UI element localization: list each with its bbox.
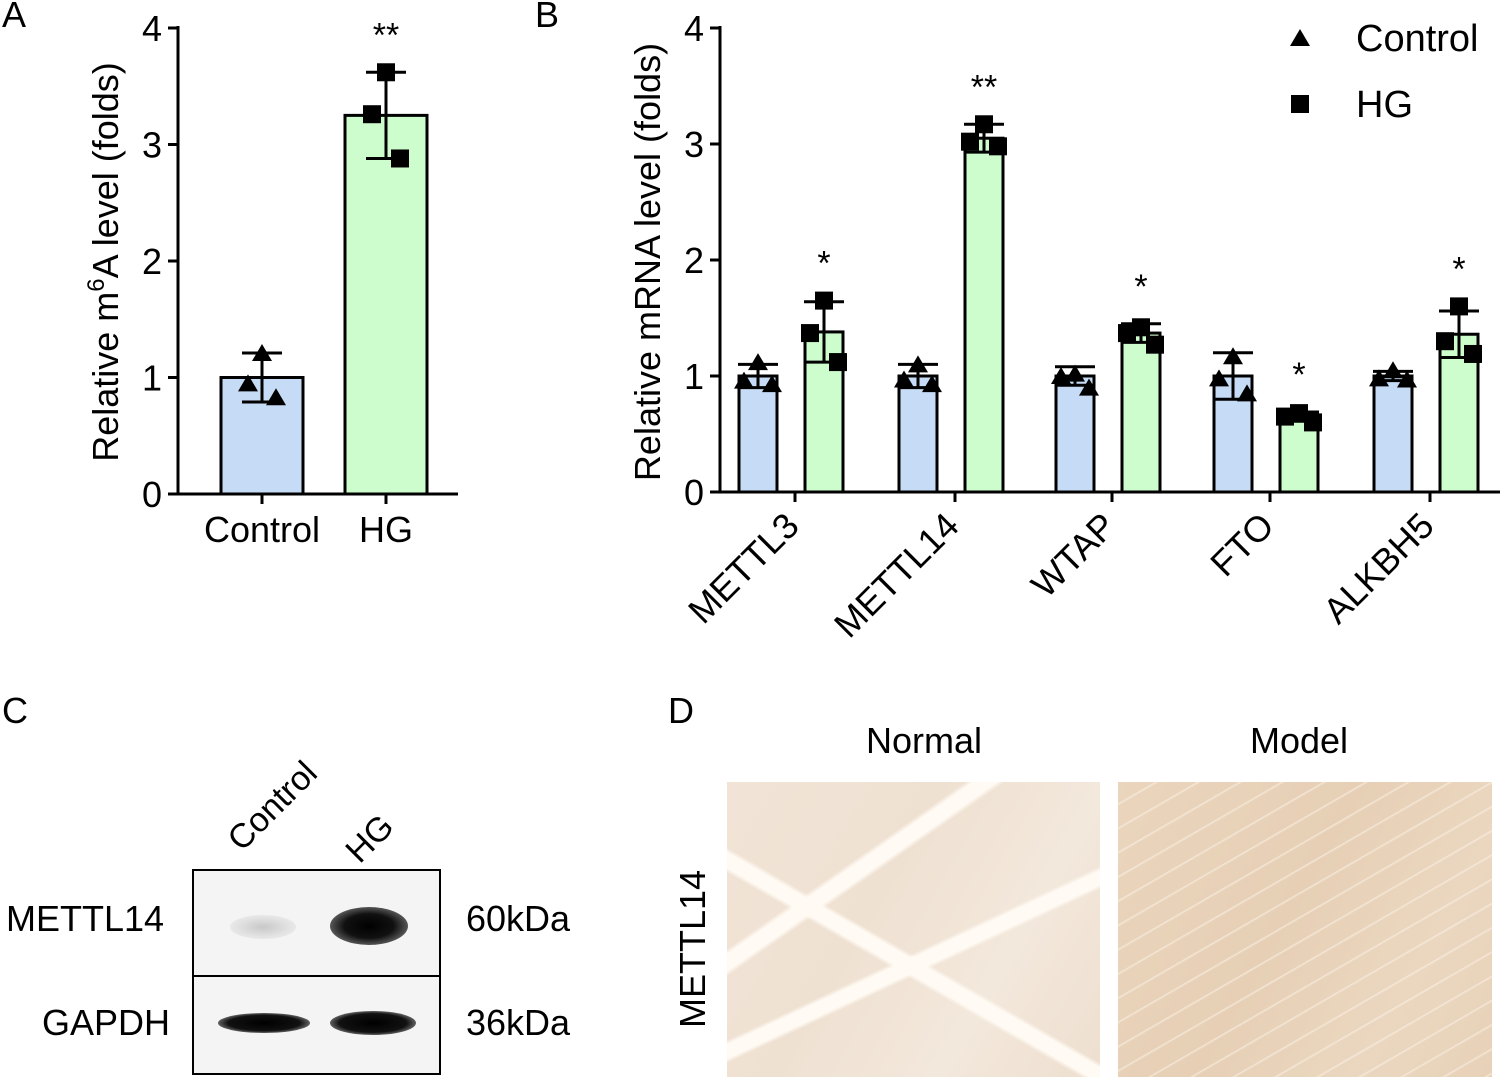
ihc-row-label-mettl14: METTL14 <box>672 869 713 1028</box>
chart-b-data-point <box>1450 297 1468 316</box>
chart-b-data-point <box>829 353 847 372</box>
chart-b-data-point <box>1383 361 1403 379</box>
chart-b: Relative mRNA level (folds) 0 1 2 3 4 * METTL3… <box>627 8 1500 646</box>
blot-membrane-gapdh <box>192 975 441 1075</box>
blot-protein-label-mettl14: METTL14 <box>6 898 165 939</box>
chart-a-data-point <box>238 374 258 392</box>
chart-b-x-tick-label: ALKBH5 <box>1315 505 1442 632</box>
panel-a-letter: A <box>2 0 27 35</box>
chart-b-y-tick-label: 0 <box>684 472 704 513</box>
chart-a-y-tick-label: 1 <box>142 358 162 399</box>
chart-b-data-point <box>748 353 768 371</box>
blot-lane-label-control: Control <box>220 753 325 859</box>
chart-b-data-point <box>801 324 819 343</box>
chart-b-x-tick-label: METTL3 <box>680 505 807 632</box>
chart-b-data-point <box>734 371 754 389</box>
chart-b-bar <box>1372 374 1414 494</box>
chart-b-data-point <box>1209 369 1229 387</box>
chart-b-data-point <box>1290 404 1308 423</box>
ylabel-prefix: Relative m <box>85 292 126 462</box>
ylabel-suffix: A level (folds) <box>85 62 126 278</box>
chart-a-y-tick-label: 0 <box>142 474 162 515</box>
blot-membrane-mettl14 <box>192 869 441 985</box>
panel-c-letter: C <box>2 690 28 731</box>
panel-d-letter: D <box>668 690 694 731</box>
chart-b-data-point <box>1436 332 1454 351</box>
chart-b-significance-label: * <box>1134 268 1147 306</box>
chart-b-data-point <box>1369 369 1389 387</box>
chart-a-x-tick-label: Control <box>204 509 320 550</box>
chart-b-data-point <box>815 291 833 310</box>
band-gapdh-hg <box>330 1011 416 1035</box>
chart-b-bar <box>897 374 939 494</box>
chart-b-significance-label: * <box>1452 250 1465 288</box>
chart-b-data-point <box>1146 335 1164 354</box>
band-mettl14-control <box>230 915 296 939</box>
chart-b-x-tick-label: WTAP <box>1023 505 1124 606</box>
ihc-image-model <box>1118 782 1492 1077</box>
ylabel-superscript: 6 <box>83 278 110 291</box>
ihc-image-normal <box>727 782 1100 1077</box>
chart-b-data-point <box>975 115 993 134</box>
chart-b-x-tick-label: METTL14 <box>826 505 967 646</box>
chart-b-significance-label: * <box>1292 356 1305 394</box>
chart-b-data-point <box>1304 413 1322 432</box>
chart-b-data-point <box>922 375 942 393</box>
chart-a-data-point <box>363 105 381 124</box>
band-mettl14-hg <box>330 907 408 945</box>
chart-b-data-point <box>1237 384 1257 402</box>
chart-b-y-tick-label: 1 <box>684 356 704 397</box>
chart-a: Relative m6A level (folds) 0 1 2 3 4 Control *… <box>83 8 458 550</box>
chart-b-data-point <box>1065 364 1085 382</box>
chart-b-y-axis-label: Relative mRNA level (folds) <box>627 43 668 481</box>
chart-a-data-point <box>377 63 395 82</box>
chart-b-data-point <box>1051 367 1071 384</box>
legend-marker-hg <box>1291 95 1309 113</box>
chart-b-significance-label: ** <box>971 68 997 106</box>
chart-b-data-point <box>1223 347 1243 365</box>
chart-b-data-point <box>1464 344 1482 363</box>
chart-b-bar <box>737 374 779 494</box>
legend-marker-control <box>1290 29 1310 46</box>
chart-b-significance-label: * <box>817 245 830 283</box>
chart-b-data-point <box>1276 407 1294 426</box>
chart-a-y-tick-label: 4 <box>142 8 162 49</box>
blot-lane-label-hg: HG <box>338 807 402 871</box>
chart-a-data-point <box>266 388 286 406</box>
chart-a-data-point <box>252 344 272 362</box>
chart-a-bar <box>343 113 429 496</box>
svg-text:Relative m6A level (folds): Relative m6A level (folds) <box>83 62 126 462</box>
chart-b-data-point <box>989 137 1007 156</box>
chart-b-bar <box>963 136 1005 494</box>
legend-label-control: Control <box>1356 18 1479 60</box>
chart-a-significance-label: ** <box>373 16 399 54</box>
legend-label-hg: HG <box>1356 84 1413 126</box>
chart-b-y-tick-label: 2 <box>684 240 704 281</box>
chart-a-y-axis-label: Relative m6A level (folds) <box>83 62 126 462</box>
chart-b-data-point <box>1118 324 1136 343</box>
chart-b-x-tick-label: FTO <box>1202 505 1281 584</box>
chart-a-y-tick-label: 2 <box>142 241 162 282</box>
chart-a-x-tick-label: HG <box>359 509 413 550</box>
chart-b-bar <box>1120 331 1162 494</box>
blot-size-label-60kda: 60kDa <box>466 898 571 939</box>
chart-b-data-point <box>961 132 979 151</box>
chart-b-y-tick-label: 4 <box>684 8 704 49</box>
chart-b-data-point <box>908 355 928 373</box>
chart-b-data-point <box>1132 318 1150 337</box>
ihc-column-label-model: Model <box>1250 720 1349 761</box>
chart-a-data-point <box>391 149 409 168</box>
chart-b-y-tick-label: 3 <box>684 124 704 165</box>
panel-b-letter: B <box>535 0 560 35</box>
chart-a-y-tick-label: 3 <box>142 125 162 166</box>
chart-b-data-point <box>1079 378 1099 396</box>
blot-protein-label-gapdh: GAPDH <box>42 1002 171 1043</box>
blot-size-label-36kda: 36kDa <box>466 1002 571 1043</box>
ihc-column-label-normal: Normal <box>866 720 983 761</box>
band-gapdh-control <box>218 1013 310 1033</box>
chart-b-data-point <box>762 375 782 393</box>
chart-b-data-point <box>894 370 914 388</box>
chart-b-data-point <box>1397 370 1417 388</box>
